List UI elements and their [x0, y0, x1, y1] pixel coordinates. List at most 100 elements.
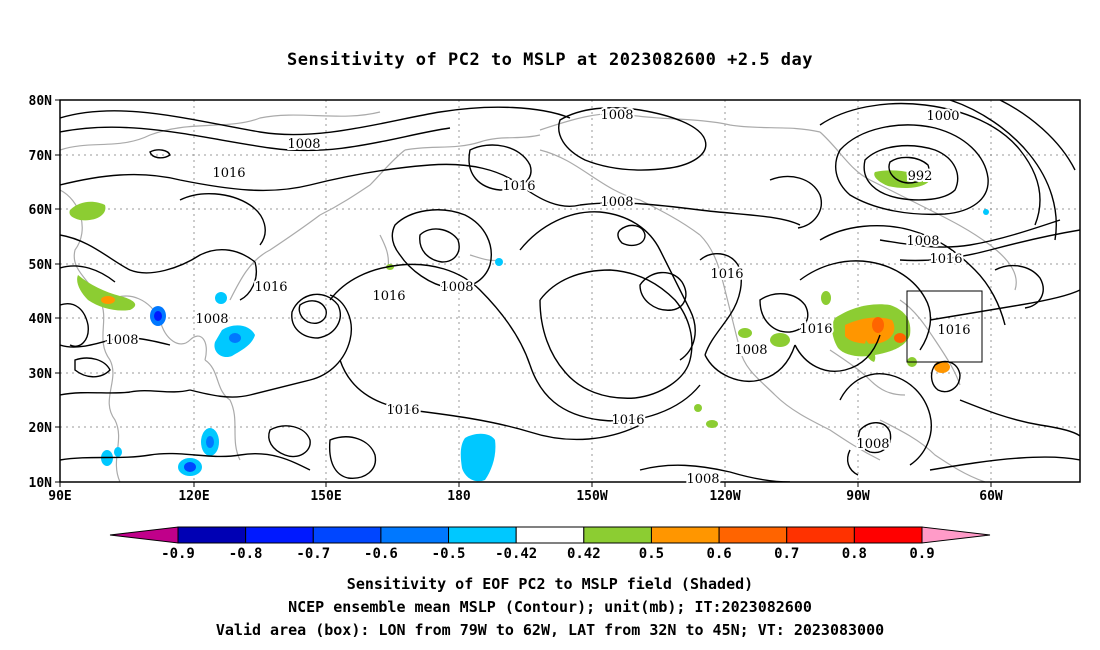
lat-label: 40N: [29, 312, 53, 327]
colorbar-label: 0.9: [909, 546, 934, 562]
valid-area-box: [906, 290, 983, 363]
lon-label: 150W: [576, 489, 607, 504]
colorbar-swatch: [786, 526, 855, 544]
gridlines: [60, 100, 1080, 482]
colorbar-label: 0.42: [567, 546, 601, 562]
colorbar-label: -0.7: [296, 546, 330, 562]
lat-label: 20N: [29, 421, 53, 436]
lat-label: 80N: [29, 94, 53, 109]
lon-label: 120E: [178, 489, 209, 504]
contour-label: 1008: [105, 333, 138, 348]
latitude-labels: 80N 70N 60N 50N 40N 30N 20N 10N: [29, 94, 53, 491]
shade-negative: [184, 462, 196, 472]
shade-positive: [77, 275, 136, 311]
contour-label: 1008: [440, 280, 473, 295]
lon-label: 60W: [979, 489, 1003, 504]
shade-negative: [229, 333, 241, 343]
contour-label: 1008: [287, 137, 320, 152]
lat-label: 60N: [29, 203, 53, 218]
contour-label: 1016: [611, 413, 644, 428]
shade-negative: [215, 292, 227, 304]
shade-positive: [821, 291, 831, 305]
shade-positive: [934, 361, 950, 373]
lat-label: 10N: [29, 476, 53, 491]
shade-positive: [738, 328, 752, 338]
tick-marks: [55, 99, 992, 487]
colorbar-swatch: [921, 526, 991, 544]
colorbar-swatch: [177, 526, 247, 544]
shade-positive: [872, 317, 884, 333]
shade-negative: [495, 258, 503, 266]
shade-positive: [69, 201, 106, 221]
mslp-contours: [60, 100, 1080, 482]
colorbar: -0.9 -0.8 -0.7 -0.6 -0.5 -0.42 0.42 0.5 0.6 0.7 0.…: [109, 526, 991, 562]
contour-label: 1016: [386, 403, 419, 418]
colorbar-label: -0.5: [432, 546, 466, 562]
chart-title: Sensitivity of PC2 to MSLP at 2023082600…: [286, 50, 813, 70]
contour-label: 1016: [710, 267, 743, 282]
contour-labels: 1008 1016 1008 1016 1008 1016 1016 1008 …: [103, 106, 972, 489]
colorbar-swatch: [515, 526, 585, 544]
sensitivity-shading: [69, 170, 989, 482]
coastlines: [60, 111, 1017, 482]
colorbar-label: -0.9: [161, 546, 195, 562]
lon-label: 150E: [310, 489, 341, 504]
contour-label: 1016: [929, 252, 962, 267]
colorbar-label: -0.6: [364, 546, 398, 562]
map-frame: [59, 99, 1081, 483]
shade-negative: [154, 311, 162, 321]
colorbar-swatch: [380, 526, 450, 544]
shade-positive: [101, 296, 115, 304]
caption-line-2: NCEP ensemble mean MSLP (Contour); unit(…: [288, 598, 812, 616]
colorbar-label: 0.6: [706, 546, 731, 562]
colorbar-swatch: [448, 526, 517, 544]
contour-label: 1016: [212, 166, 245, 181]
contour-label: 992: [908, 169, 933, 184]
colorbar-swatch: [245, 526, 314, 544]
shade-negative: [206, 436, 214, 448]
colorbar-swatch: [718, 526, 788, 544]
shade-positive: [706, 420, 718, 428]
shade-positive: [770, 333, 790, 347]
colorbar-swatch: [583, 526, 652, 544]
contour-label: 1008: [686, 472, 719, 487]
contour-label: 1008: [195, 312, 228, 327]
contour-label: 1016: [502, 179, 535, 194]
colorbar-label: 0.8: [842, 546, 867, 562]
colorbar-label: -0.8: [229, 546, 263, 562]
shade-negative: [114, 447, 122, 457]
lon-label: 90W: [846, 489, 870, 504]
lat-label: 70N: [29, 149, 53, 164]
shade-positive: [894, 333, 906, 343]
shade-negative: [460, 433, 496, 482]
contour-label: 1016: [254, 280, 287, 295]
contour-label: 1016: [372, 289, 405, 304]
lat-label: 50N: [29, 258, 53, 273]
colorbar-label: 0.7: [774, 546, 799, 562]
contour-label: 1000: [926, 109, 959, 124]
shade-negative: [983, 209, 989, 215]
caption-line-3: Valid area (box): LON from 79W to 62W, L…: [215, 621, 885, 639]
caption-line-1: Sensitivity of EOF PC2 to MSLP field (Sh…: [346, 575, 754, 593]
contour-label: 1016: [799, 322, 832, 337]
shade-positive: [874, 170, 930, 188]
contour-label: 1008: [906, 234, 939, 249]
contour-label: 1016: [937, 323, 970, 338]
shade-positive: [694, 404, 702, 412]
colorbar-label: 0.5: [639, 546, 664, 562]
contour-label: 1008: [600, 195, 633, 210]
lon-label: 120W: [709, 489, 740, 504]
colorbar-swatch: [109, 526, 179, 544]
longitude-labels: 90E 120E 150E 180 150W 120W 90W 60W: [48, 489, 1003, 504]
colorbar-swatch: [853, 526, 923, 544]
colorbar-swatch: [650, 526, 720, 544]
contour-label: 1008: [734, 343, 767, 358]
contour-label: 1008: [600, 108, 633, 123]
colorbar-swatch: [312, 526, 382, 544]
lat-label: 30N: [29, 367, 53, 382]
colorbar-label: -0.42: [495, 546, 537, 562]
lon-label: 180: [447, 489, 471, 504]
lon-label: 90E: [48, 489, 71, 504]
contour-label: 1008: [856, 437, 889, 452]
